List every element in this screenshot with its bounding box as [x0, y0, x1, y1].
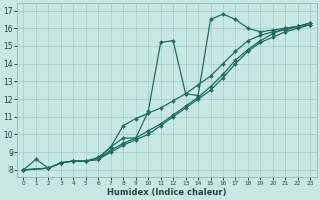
- X-axis label: Humidex (Indice chaleur): Humidex (Indice chaleur): [107, 188, 227, 197]
